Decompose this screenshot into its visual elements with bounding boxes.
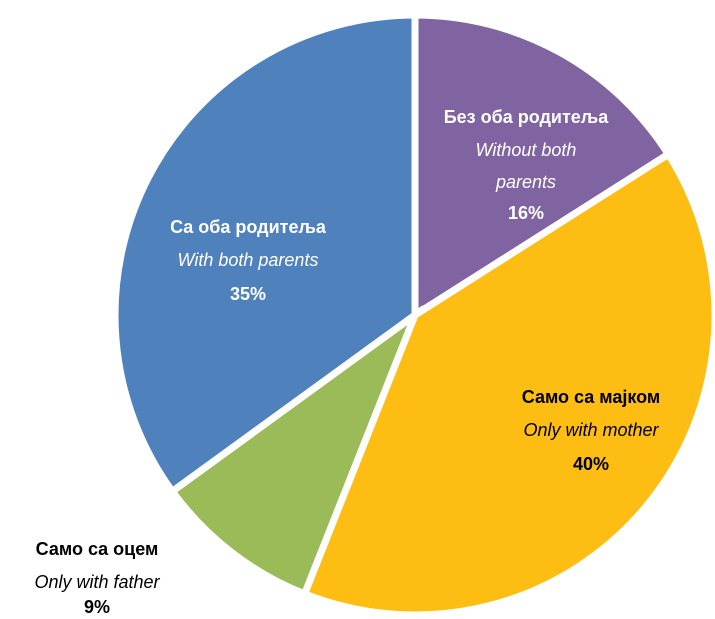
slice-sublabel: With both parents	[178, 250, 319, 270]
value-label: 9%	[84, 597, 110, 617]
value-label: 40%	[573, 454, 609, 474]
value-label: 16%	[508, 203, 544, 223]
pie-slice	[167, 305, 423, 599]
slice-label: Без оба родитеља	[444, 107, 610, 127]
pie-slice	[111, 11, 419, 497]
slice-sublabel: Only with mother	[523, 420, 659, 440]
pie-slice	[411, 11, 674, 322]
value-label: 35%	[230, 284, 266, 304]
slice-label: Само са оцем	[36, 539, 159, 559]
pie-slice	[300, 149, 715, 619]
slice-label: Само са мајком	[522, 387, 660, 407]
slice-label: Са оба родитеља	[170, 217, 327, 237]
slice-sublabel: Only with father	[34, 572, 160, 592]
slice-sublabel: Without both parents	[476, 140, 577, 192]
